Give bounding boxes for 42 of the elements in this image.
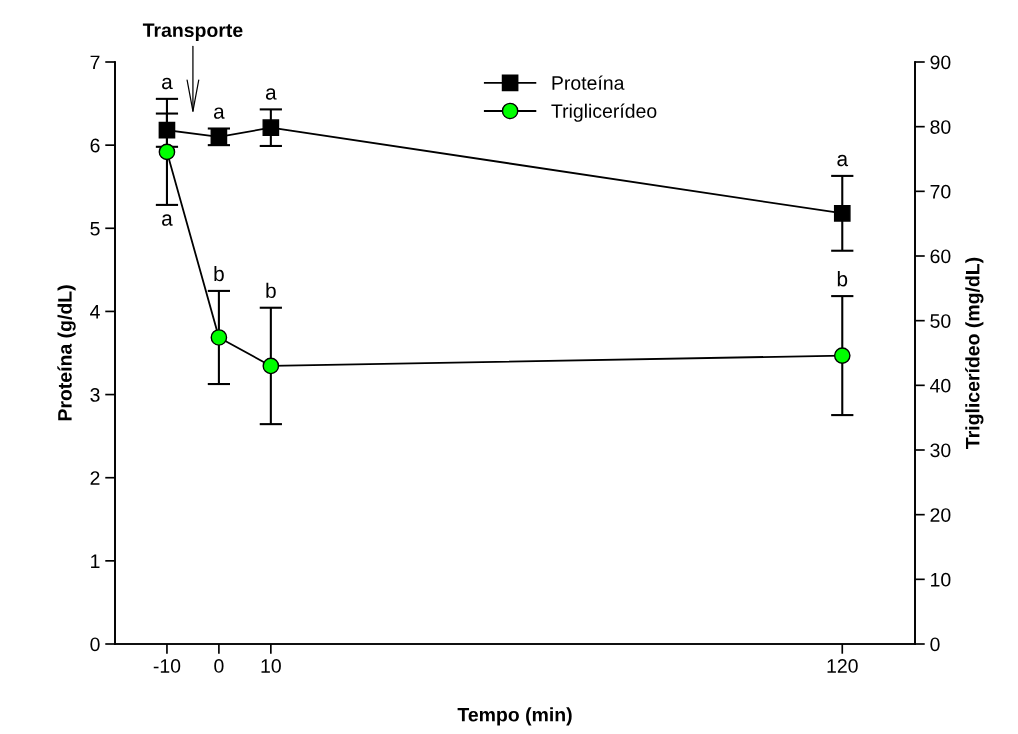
y2-tick-label: 30 bbox=[930, 443, 951, 458]
y2-tick-label: 80 bbox=[930, 120, 951, 134]
y2-tick-label: 70 bbox=[930, 184, 951, 199]
x-tick-label: 10 bbox=[261, 659, 281, 673]
data-label: a bbox=[162, 214, 173, 226]
y2-tick-label: 50 bbox=[930, 314, 951, 328]
data-label: b bbox=[266, 282, 276, 299]
point bbox=[833, 204, 851, 222]
point bbox=[262, 119, 280, 137]
point bbox=[210, 329, 228, 346]
y-tick-label: 3 bbox=[90, 388, 100, 402]
y2-tick-label: 20 bbox=[930, 508, 951, 522]
data-label: a bbox=[213, 107, 225, 119]
y2-tick-label: 10 bbox=[931, 572, 951, 587]
data-label: b bbox=[837, 271, 848, 287]
y-axis-title: Proteína (g/dL) bbox=[57, 285, 76, 421]
x-tick-label: 120 bbox=[827, 659, 858, 673]
y2-tick-label: 0 bbox=[930, 637, 940, 652]
x-tick-label: 0 bbox=[214, 659, 224, 673]
y-tick-label: 0 bbox=[90, 637, 100, 652]
point bbox=[833, 347, 851, 364]
y2-tick-label: 60 bbox=[930, 249, 951, 264]
y-tick-label: 6 bbox=[90, 138, 100, 153]
data-label: b bbox=[214, 265, 224, 282]
y-tick-label: 4 bbox=[90, 305, 100, 319]
x-tick-label: -10 bbox=[153, 659, 181, 673]
y2-tick-label: 40 bbox=[930, 378, 951, 393]
y-tick-label: 1 bbox=[91, 554, 100, 568]
point bbox=[262, 357, 280, 375]
y-tick-label: 7 bbox=[90, 55, 100, 70]
y2-tick-label: 90 bbox=[930, 55, 951, 70]
legend-label: Proteína bbox=[552, 75, 625, 90]
point bbox=[158, 143, 176, 161]
data-label: a bbox=[837, 154, 849, 167]
legend-label: Triglicerídeo bbox=[551, 103, 657, 122]
data-label: a bbox=[265, 88, 277, 100]
y2-axis-title: Triglicerídeo (mg/dL) bbox=[965, 257, 984, 449]
y-tick-label: 5 bbox=[90, 221, 100, 236]
y-tick-label: 2 bbox=[90, 471, 100, 485]
data-label: a bbox=[162, 77, 173, 90]
text: Transporte bbox=[142, 23, 243, 41]
x-axis-title: Tempo (min) bbox=[457, 707, 572, 726]
